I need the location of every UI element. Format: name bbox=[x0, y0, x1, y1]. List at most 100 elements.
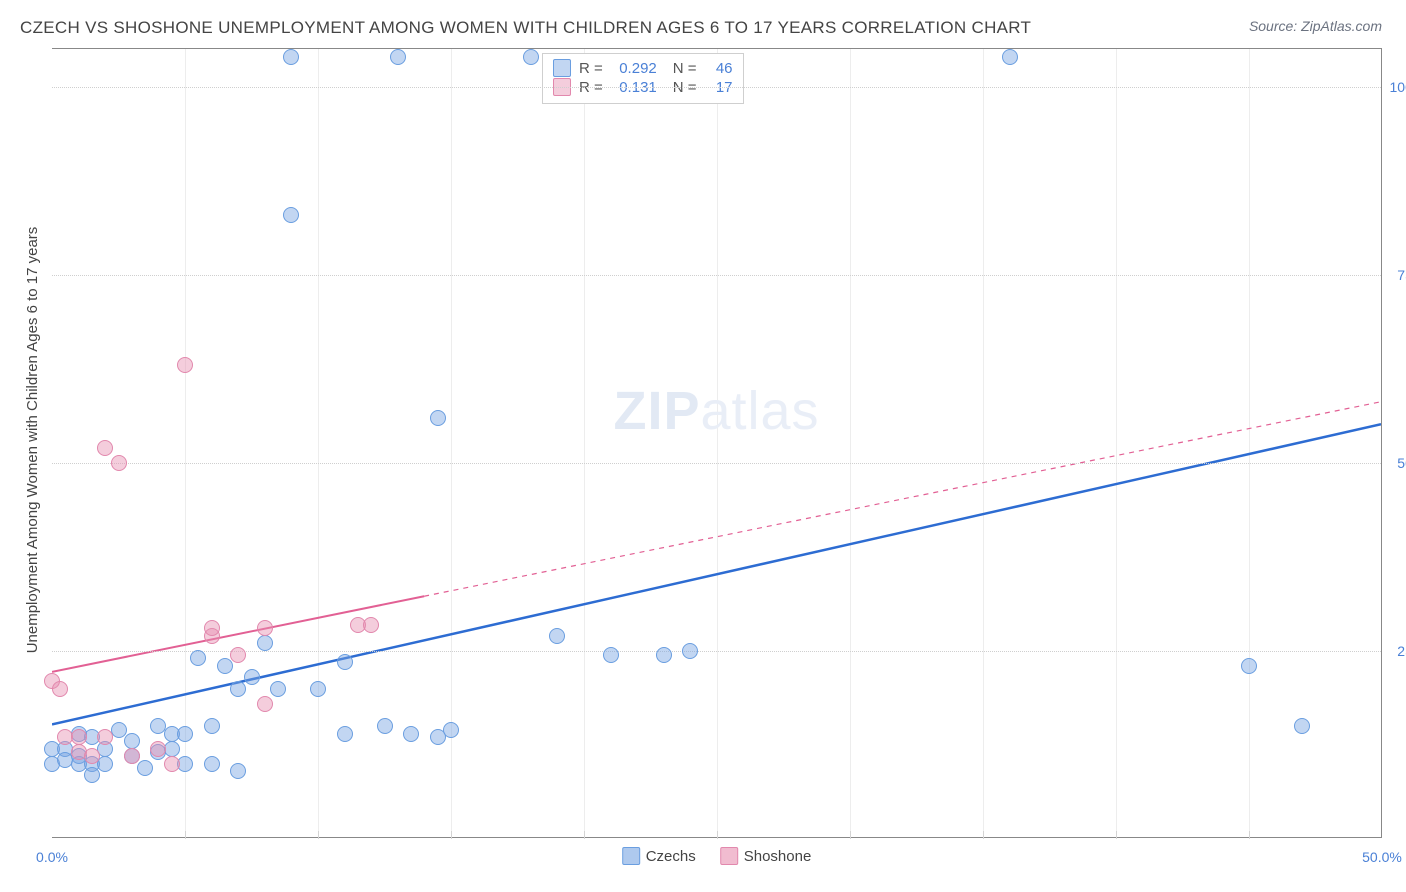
data-point-czechs bbox=[71, 756, 87, 772]
regression-line-shoshone bbox=[52, 596, 424, 672]
data-point-czechs bbox=[217, 658, 233, 674]
data-point-czechs bbox=[84, 767, 100, 783]
data-point-czechs bbox=[164, 741, 180, 757]
data-point-czechs bbox=[244, 669, 260, 685]
data-point-czechs bbox=[549, 628, 565, 644]
data-point-czechs bbox=[57, 741, 73, 757]
data-point-shoshone bbox=[44, 673, 60, 689]
data-point-czechs bbox=[44, 741, 60, 757]
data-point-czechs bbox=[124, 748, 140, 764]
data-point-shoshone bbox=[52, 681, 68, 697]
data-point-czechs bbox=[84, 729, 100, 745]
regression-line-dashed-shoshone bbox=[424, 402, 1381, 597]
data-point-czechs bbox=[57, 752, 73, 768]
gridline-v-full bbox=[983, 49, 984, 837]
data-point-czechs bbox=[656, 647, 672, 663]
data-point-shoshone bbox=[257, 696, 273, 712]
gridline-h bbox=[52, 87, 1381, 88]
gridline-v bbox=[584, 831, 585, 839]
legend: Czechs Shoshone bbox=[622, 847, 812, 865]
stat-n-label: N = bbox=[673, 60, 697, 77]
data-point-shoshone bbox=[97, 440, 113, 456]
x-tick-label: 0.0% bbox=[36, 849, 68, 865]
legend-label: Shoshone bbox=[744, 848, 812, 865]
data-point-czechs bbox=[283, 49, 299, 65]
data-point-czechs bbox=[164, 726, 180, 742]
data-point-czechs bbox=[337, 726, 353, 742]
data-point-shoshone bbox=[363, 617, 379, 633]
legend-label: Czechs bbox=[646, 848, 696, 865]
data-point-czechs bbox=[1002, 49, 1018, 65]
data-point-shoshone bbox=[97, 729, 113, 745]
data-point-shoshone bbox=[257, 620, 273, 636]
stat-n-value: 46 bbox=[705, 60, 733, 77]
gridline-v bbox=[850, 831, 851, 839]
data-point-shoshone bbox=[204, 628, 220, 644]
data-point-czechs bbox=[71, 726, 87, 742]
data-point-czechs bbox=[270, 681, 286, 697]
y-axis-label: Unemployment Among Women with Children A… bbox=[24, 227, 41, 654]
data-point-czechs bbox=[390, 49, 406, 65]
data-point-shoshone bbox=[350, 617, 366, 633]
data-point-czechs bbox=[71, 748, 87, 764]
data-point-czechs bbox=[190, 650, 206, 666]
y-tick-label: 50.0% bbox=[1397, 455, 1406, 471]
stat-swatch bbox=[553, 59, 571, 77]
data-point-czechs bbox=[430, 729, 446, 745]
gridline-v bbox=[451, 831, 452, 839]
data-point-czechs bbox=[430, 410, 446, 426]
data-point-shoshone bbox=[204, 620, 220, 636]
legend-item-czechs: Czechs bbox=[622, 847, 696, 865]
data-point-czechs bbox=[44, 756, 60, 772]
gridline-v bbox=[1116, 831, 1117, 839]
y-tick-label: 25.0% bbox=[1397, 643, 1406, 659]
data-point-shoshone bbox=[230, 647, 246, 663]
correlation-stats-box: R =0.292N =46R =0.131N =17 bbox=[542, 53, 744, 104]
data-point-czechs bbox=[204, 718, 220, 734]
data-point-shoshone bbox=[164, 756, 180, 772]
data-point-shoshone bbox=[71, 744, 87, 760]
gridline-v-full bbox=[850, 49, 851, 837]
gridline-v-full bbox=[584, 49, 585, 837]
legend-item-shoshone: Shoshone bbox=[720, 847, 812, 865]
data-point-czechs bbox=[377, 718, 393, 734]
data-point-czechs bbox=[403, 726, 419, 742]
gridline-v bbox=[318, 831, 319, 839]
data-point-czechs bbox=[230, 763, 246, 779]
gridline-v bbox=[717, 831, 718, 839]
gridline-v bbox=[1249, 831, 1250, 839]
stat-r-value: 0.292 bbox=[611, 60, 657, 77]
data-point-shoshone bbox=[84, 748, 100, 764]
data-point-czechs bbox=[150, 744, 166, 760]
y-tick-label: 75.0% bbox=[1397, 267, 1406, 283]
data-point-czechs bbox=[603, 647, 619, 663]
data-point-czechs bbox=[150, 718, 166, 734]
data-point-czechs bbox=[257, 635, 273, 651]
gridline-v-full bbox=[717, 49, 718, 837]
stat-r-label: R = bbox=[579, 60, 603, 77]
gridline-v bbox=[983, 831, 984, 839]
legend-swatch bbox=[720, 847, 738, 865]
x-tick-label: 50.0% bbox=[1362, 849, 1402, 865]
gridline-v-full bbox=[451, 49, 452, 837]
data-point-shoshone bbox=[150, 741, 166, 757]
gridline-v-full bbox=[1249, 49, 1250, 837]
data-point-shoshone bbox=[124, 748, 140, 764]
data-point-czechs bbox=[97, 756, 113, 772]
data-point-shoshone bbox=[57, 729, 73, 745]
chart-title: CZECH VS SHOSHONE UNEMPLOYMENT AMONG WOM… bbox=[20, 18, 1031, 38]
data-point-czechs bbox=[204, 756, 220, 772]
gridline-v-full bbox=[1116, 49, 1117, 837]
data-point-czechs bbox=[523, 49, 539, 65]
data-point-czechs bbox=[124, 733, 140, 749]
data-point-czechs bbox=[97, 741, 113, 757]
gridline-v bbox=[185, 831, 186, 839]
data-point-czechs bbox=[283, 207, 299, 223]
data-point-czechs bbox=[111, 722, 127, 738]
gridline-v-full bbox=[318, 49, 319, 837]
gridline-v-full bbox=[185, 49, 186, 837]
gridline-h bbox=[52, 275, 1381, 276]
stat-row-czechs: R = 0.292 N = 46 bbox=[553, 59, 733, 77]
data-point-shoshone bbox=[71, 729, 87, 745]
data-point-czechs bbox=[137, 760, 153, 776]
